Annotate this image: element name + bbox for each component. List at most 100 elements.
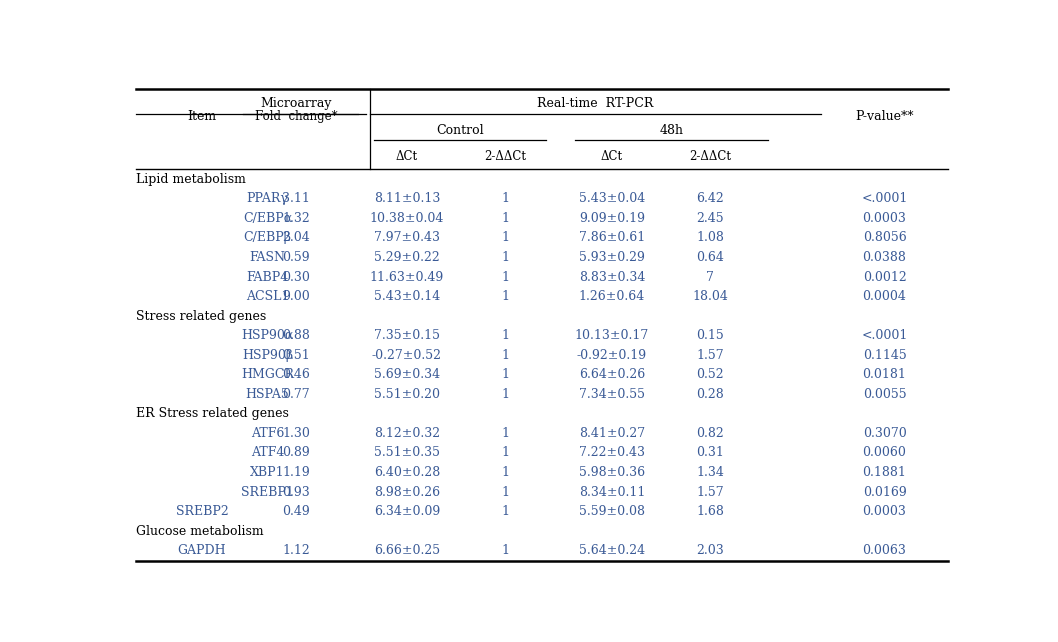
Text: FABP4: FABP4 [247,270,289,284]
Text: 1: 1 [501,369,509,381]
Text: 7.34±0.55: 7.34±0.55 [579,388,645,401]
Text: 0.77: 0.77 [282,388,310,401]
Text: 0.0012: 0.0012 [862,270,907,284]
Text: 10.13±0.17: 10.13±0.17 [574,329,649,342]
Text: SREBP1: SREBP1 [241,485,294,499]
Text: 6.64±0.26: 6.64±0.26 [579,369,645,381]
Text: 8.98±0.26: 8.98±0.26 [373,485,440,499]
Text: Real-time  RT-PCR: Real-time RT-PCR [537,97,654,110]
Text: 1: 1 [501,270,509,284]
Text: 5.98±0.36: 5.98±0.36 [579,466,645,479]
Text: HSPA5: HSPA5 [245,388,290,401]
Text: 1.34: 1.34 [696,466,725,479]
Text: Fold  change*: Fold change* [255,110,338,123]
Text: 1.32: 1.32 [282,212,310,225]
Text: 1: 1 [501,544,509,557]
Text: 0.0060: 0.0060 [862,446,907,460]
Text: 8.12±0.32: 8.12±0.32 [373,427,440,440]
Text: 9.09±0.19: 9.09±0.19 [579,212,645,225]
Text: 1: 1 [501,212,509,225]
Text: 0.0063: 0.0063 [862,544,907,557]
Text: 2.45: 2.45 [696,212,724,225]
Text: 7.86±0.61: 7.86±0.61 [579,231,645,245]
Text: PPARγ: PPARγ [247,193,289,205]
Text: 0.0181: 0.0181 [862,369,907,381]
Text: 8.83±0.34: 8.83±0.34 [579,270,645,284]
Text: 8.41±0.27: 8.41±0.27 [579,427,645,440]
Text: 7.97±0.43: 7.97±0.43 [373,231,440,245]
Text: HSP90α: HSP90α [241,329,294,342]
Text: Item: Item [187,110,217,123]
Text: 0.30: 0.30 [282,270,310,284]
Text: 1: 1 [501,193,509,205]
Text: SREBP2: SREBP2 [176,505,229,518]
Text: 0.49: 0.49 [282,505,310,518]
Text: 7.35±0.15: 7.35±0.15 [373,329,440,342]
Text: 0.15: 0.15 [696,329,724,342]
Text: 2.03: 2.03 [696,544,724,557]
Text: ATF6: ATF6 [251,427,285,440]
Text: Stress related genes: Stress related genes [136,309,267,323]
Text: P-value**: P-value** [855,110,914,123]
Text: HMGCR: HMGCR [241,369,294,381]
Text: 0.31: 0.31 [696,446,725,460]
Text: 7.22±0.43: 7.22±0.43 [579,446,645,460]
Text: 0.1145: 0.1145 [862,349,907,361]
Text: 6.34±0.09: 6.34±0.09 [373,505,440,518]
Text: 5.43±0.04: 5.43±0.04 [579,193,645,205]
Text: 5.43±0.14: 5.43±0.14 [373,290,440,303]
Text: 0.0003: 0.0003 [862,212,907,225]
Text: 1.26±0.64: 1.26±0.64 [579,290,645,303]
Text: 0.89: 0.89 [282,446,310,460]
Text: ACSL1: ACSL1 [245,290,289,303]
Text: 0.0169: 0.0169 [862,485,907,499]
Text: <.0001: <.0001 [861,329,908,342]
Text: 5.59±0.08: 5.59±0.08 [579,505,645,518]
Text: 1: 1 [501,485,509,499]
Text: Microarray: Microarray [260,97,332,110]
Text: 1: 1 [501,329,509,342]
Text: ΔCt: ΔCt [601,150,623,163]
Text: 3.11: 3.11 [282,193,310,205]
Text: 0.0003: 0.0003 [862,505,907,518]
Text: 0.64: 0.64 [696,251,725,264]
Text: 1: 1 [501,466,509,479]
Text: GAPDH: GAPDH [178,544,226,557]
Text: 5.29±0.22: 5.29±0.22 [375,251,440,264]
Text: 5.93±0.29: 5.93±0.29 [579,251,645,264]
Text: 1: 1 [501,290,509,303]
Text: 5.64±0.24: 5.64±0.24 [579,544,645,557]
Text: <.0001: <.0001 [861,193,908,205]
Text: 8.34±0.11: 8.34±0.11 [579,485,645,499]
Text: 1.68: 1.68 [696,505,725,518]
Text: 0.3070: 0.3070 [862,427,907,440]
Text: 1: 1 [501,427,509,440]
Text: 6.66±0.25: 6.66±0.25 [373,544,440,557]
Text: 0.0055: 0.0055 [862,388,907,401]
Text: 5.51±0.20: 5.51±0.20 [373,388,440,401]
Text: 1.08: 1.08 [696,231,725,245]
Text: 1: 1 [501,349,509,361]
Text: 1.30: 1.30 [282,427,310,440]
Text: 0.0388: 0.0388 [862,251,907,264]
Text: 2-ΔΔCt: 2-ΔΔCt [485,150,526,163]
Text: 48h: 48h [659,125,683,137]
Text: 0.82: 0.82 [696,427,724,440]
Text: HSP90β: HSP90β [242,349,293,361]
Text: ER Stress related genes: ER Stress related genes [136,408,289,421]
Text: 1.57: 1.57 [696,485,724,499]
Text: 0.88: 0.88 [282,329,310,342]
Text: Lipid metabolism: Lipid metabolism [136,173,247,186]
Text: 1: 1 [501,231,509,245]
Text: C/EBPβ: C/EBPβ [243,231,292,245]
Text: XBP1: XBP1 [251,466,285,479]
Text: 0.93: 0.93 [282,485,310,499]
Text: ΔCt: ΔCt [396,150,418,163]
Text: 6.40±0.28: 6.40±0.28 [373,466,440,479]
Text: 2-ΔΔCt: 2-ΔΔCt [690,150,731,163]
Text: 0.8056: 0.8056 [862,231,907,245]
Text: 1: 1 [501,251,509,264]
Text: 8.11±0.13: 8.11±0.13 [373,193,440,205]
Text: 2.04: 2.04 [282,231,310,245]
Text: 0.28: 0.28 [696,388,724,401]
